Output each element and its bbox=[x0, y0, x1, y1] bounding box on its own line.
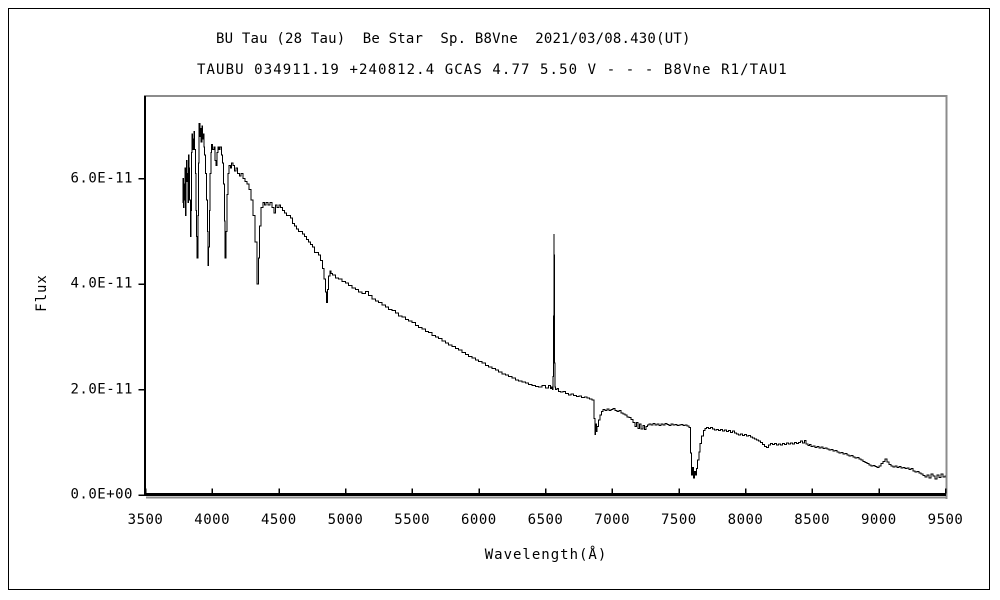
x-axis-label: Wavelength(Å) bbox=[484, 547, 608, 563]
spectrum-line bbox=[182, 123, 946, 480]
x-tick-label: 4000 bbox=[194, 512, 231, 528]
x-tick-label: 7000 bbox=[594, 512, 631, 528]
x-tick-label: 8500 bbox=[794, 512, 831, 528]
x-tick-label: 5000 bbox=[327, 512, 364, 528]
x-tick-label: 9500 bbox=[927, 512, 964, 528]
x-tick-label: 6000 bbox=[460, 512, 497, 528]
y-tick-label: 0.0E+00 bbox=[70, 486, 133, 503]
x-tick-label: 4500 bbox=[260, 512, 297, 528]
y-tick-label: 2.0E-11 bbox=[70, 380, 133, 397]
x-tick-label: 8000 bbox=[727, 512, 764, 528]
x-tick-label: 5500 bbox=[394, 512, 431, 528]
x-tick-label: 3500 bbox=[127, 512, 164, 528]
x-tick-label: 7500 bbox=[660, 512, 697, 528]
y-tick-label: 6.0E-11 bbox=[70, 170, 133, 187]
x-tick-label: 6500 bbox=[527, 512, 564, 528]
chart-subtitle: TAUBU 034911.19 +240812.4 GCAS 4.77 5.50… bbox=[197, 62, 788, 78]
x-tick-label: 9000 bbox=[860, 512, 897, 528]
y-tick-label: 4.0E-11 bbox=[70, 275, 133, 292]
chart-title: BU Tau (28 Tau) Be Star Sp. B8Vne 2021/0… bbox=[216, 31, 691, 47]
